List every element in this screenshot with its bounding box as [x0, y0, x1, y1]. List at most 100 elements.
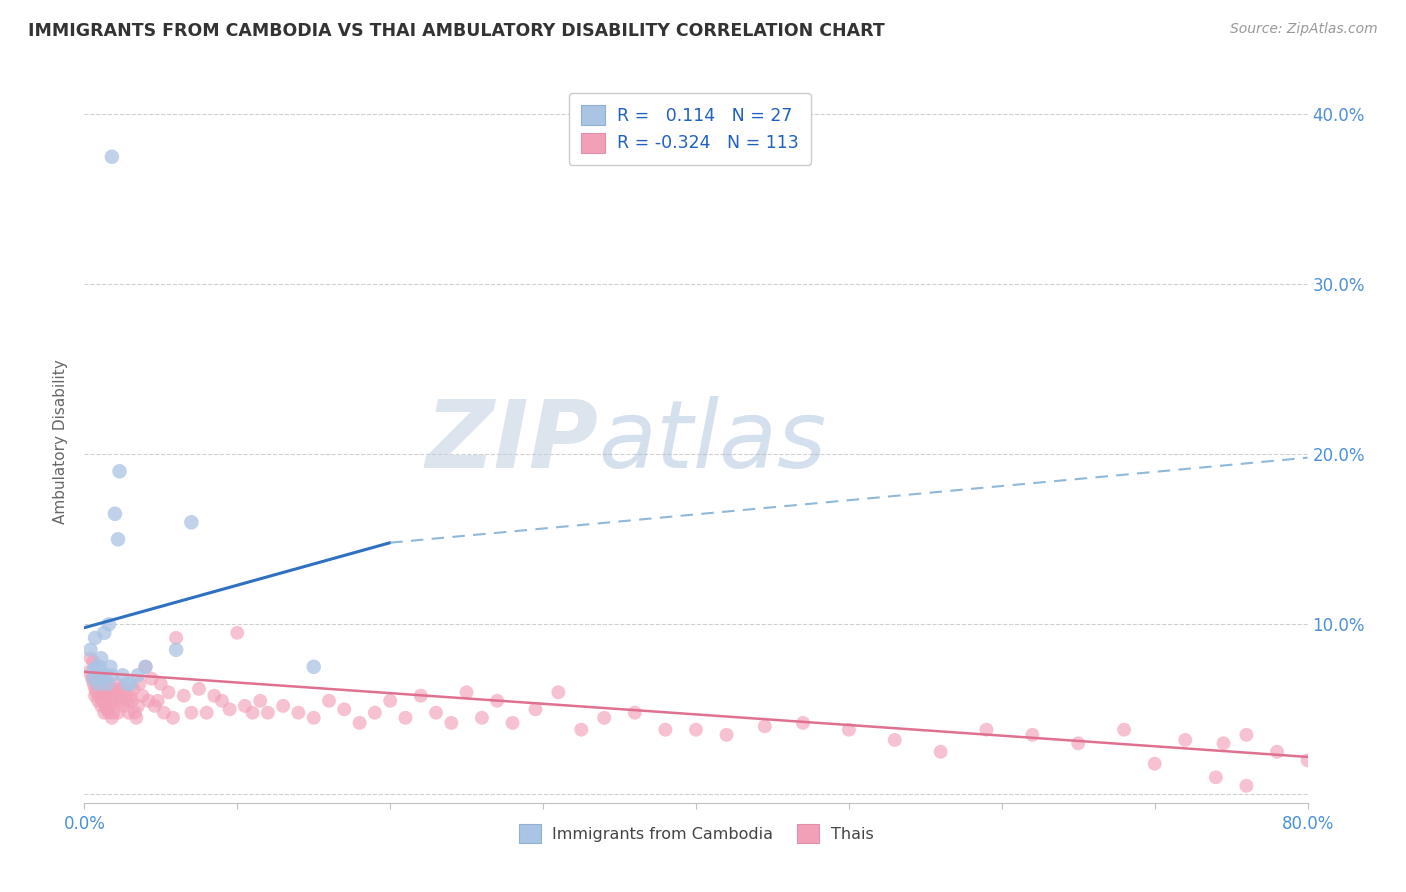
Legend: Immigrants from Cambodia, Thais: Immigrants from Cambodia, Thais: [512, 818, 880, 849]
Point: [135, 660, 157, 674]
Point: [1296, 753, 1319, 767]
Point: [97, 706, 120, 720]
Point: [349, 715, 371, 730]
Point: [180, 516, 202, 530]
Point: [226, 625, 249, 640]
Y-axis label: Ambulatory Disability: Ambulatory Disability: [53, 359, 69, 524]
Point: [101, 668, 124, 682]
Point: [101, 711, 124, 725]
Text: atlas: atlas: [598, 396, 827, 487]
Point: [127, 698, 149, 713]
Point: [91, 672, 114, 686]
Point: [1236, 779, 1258, 793]
Point: [94, 689, 117, 703]
Point: [380, 694, 402, 708]
Point: [104, 507, 127, 521]
Point: [173, 689, 195, 703]
Point: [84, 631, 107, 645]
Point: [1236, 728, 1258, 742]
Point: [86, 685, 108, 699]
Point: [685, 723, 707, 737]
Point: [180, 706, 202, 720]
Point: [120, 689, 142, 703]
Point: [1265, 745, 1288, 759]
Point: [486, 694, 509, 708]
Point: [79, 642, 101, 657]
Point: [86, 668, 108, 682]
Point: [90, 698, 112, 713]
Point: [838, 723, 860, 737]
Point: [202, 689, 225, 703]
Point: [1021, 728, 1043, 742]
Point: [547, 685, 569, 699]
Point: [107, 706, 129, 720]
Point: [165, 631, 187, 645]
Point: [318, 694, 340, 708]
Point: [162, 711, 184, 725]
Point: [122, 681, 145, 696]
Text: ZIP: ZIP: [425, 395, 598, 488]
Point: [165, 642, 187, 657]
Point: [1067, 736, 1090, 750]
Point: [87, 694, 110, 708]
Point: [271, 698, 294, 713]
Point: [87, 677, 110, 691]
Point: [115, 694, 138, 708]
Point: [89, 660, 111, 674]
Point: [93, 681, 115, 696]
Point: [138, 694, 160, 708]
Text: Source: ZipAtlas.com: Source: ZipAtlas.com: [1230, 22, 1378, 37]
Point: [135, 660, 157, 674]
Point: [101, 694, 124, 708]
Text: IMMIGRANTS FROM CAMBODIA VS THAI AMBULATORY DISABILITY CORRELATION CHART: IMMIGRANTS FROM CAMBODIA VS THAI AMBULAT…: [28, 22, 884, 40]
Point: [141, 672, 163, 686]
Point: [143, 698, 166, 713]
Point: [111, 681, 134, 696]
Point: [108, 681, 131, 696]
Point: [87, 677, 110, 691]
Point: [394, 711, 416, 725]
Point: [83, 655, 105, 669]
Point: [218, 702, 240, 716]
Point: [107, 689, 129, 703]
Point: [153, 706, 176, 720]
Point: [146, 694, 169, 708]
Point: [108, 464, 131, 478]
Point: [77, 665, 100, 679]
Point: [80, 672, 103, 686]
Point: [157, 685, 180, 699]
Point: [302, 711, 325, 725]
Point: [89, 672, 111, 686]
Point: [211, 694, 233, 708]
Point: [128, 677, 150, 691]
Point: [188, 681, 211, 696]
Point: [792, 715, 814, 730]
Point: [96, 677, 118, 691]
Point: [90, 651, 112, 665]
Point: [456, 685, 478, 699]
Point: [91, 677, 114, 691]
Point: [104, 694, 127, 708]
Point: [131, 689, 153, 703]
Point: [287, 706, 309, 720]
Point: [107, 533, 129, 547]
Point: [125, 711, 148, 725]
Point: [101, 150, 124, 164]
Point: [127, 668, 149, 682]
Point: [90, 685, 112, 699]
Point: [79, 651, 101, 665]
Point: [83, 672, 105, 686]
Point: [94, 668, 117, 682]
Point: [883, 732, 905, 747]
Point: [121, 694, 143, 708]
Point: [195, 706, 218, 720]
Point: [83, 663, 105, 677]
Point: [112, 698, 135, 713]
Point: [1143, 756, 1166, 771]
Point: [86, 660, 108, 674]
Point: [976, 723, 998, 737]
Point: [97, 677, 120, 691]
Point: [114, 685, 136, 699]
Point: [929, 745, 952, 759]
Point: [425, 706, 447, 720]
